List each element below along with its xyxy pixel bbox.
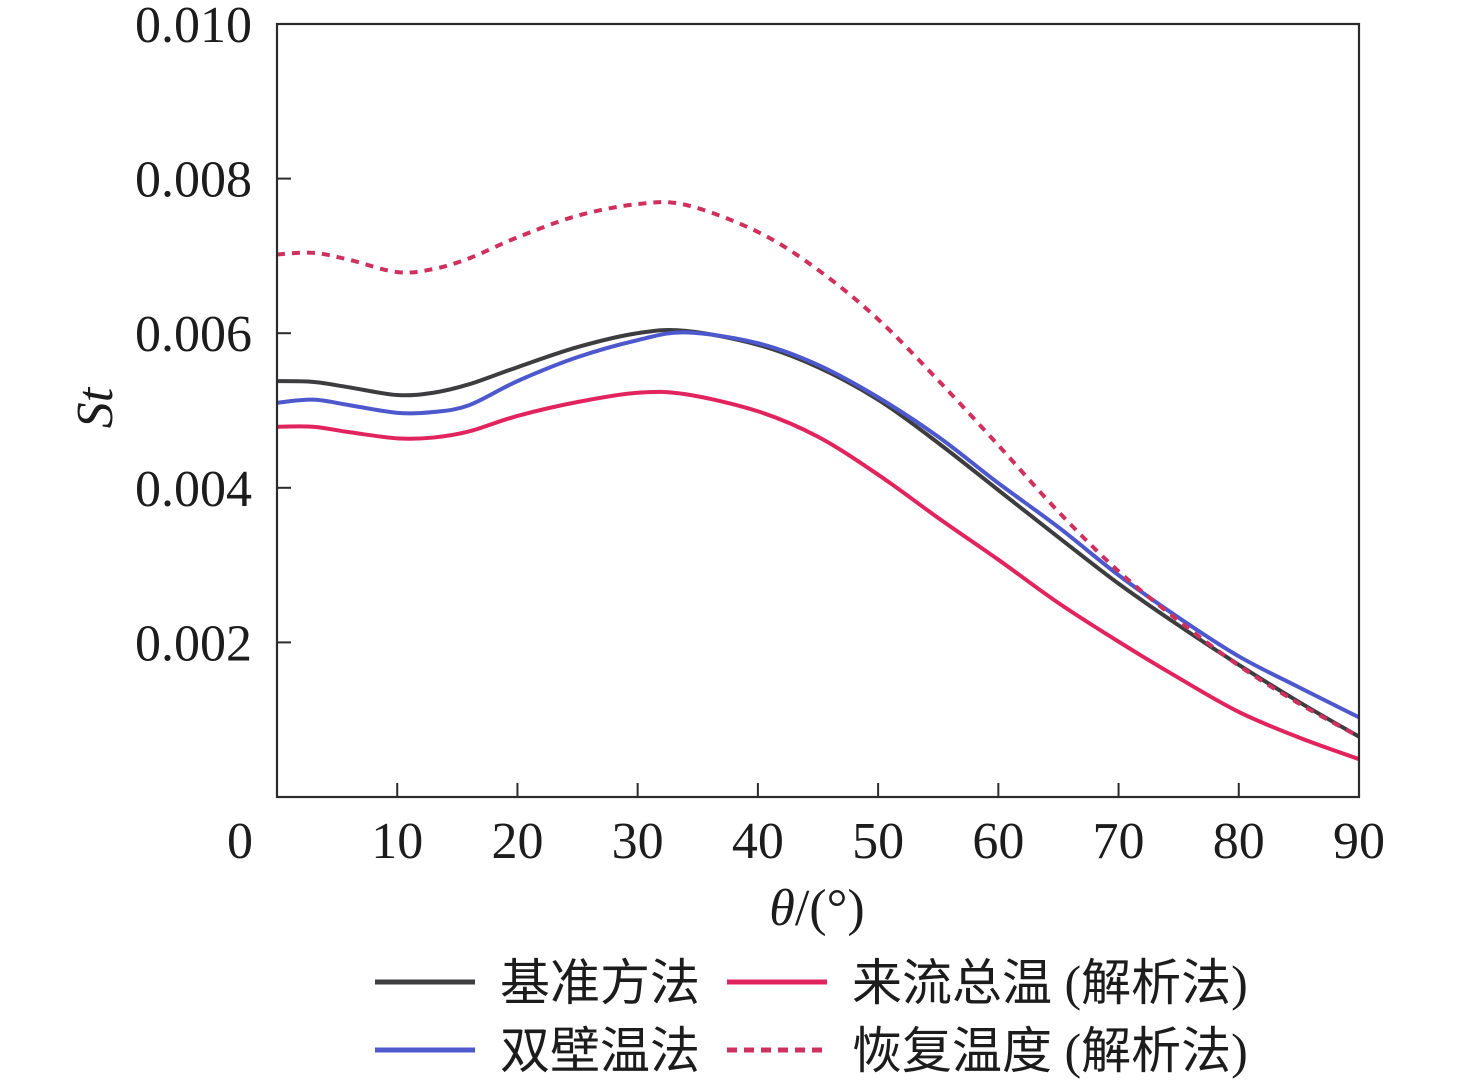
x-axis-label-unit: /(°) bbox=[795, 880, 865, 937]
x-tick-label: 70 bbox=[1093, 813, 1145, 870]
x-tick-label: 0 bbox=[227, 813, 253, 870]
legend-label: 基准方法 bbox=[500, 955, 700, 1011]
x-axis-label-symbol: θ bbox=[769, 880, 795, 937]
plot-area bbox=[277, 200, 1359, 762]
series-line-3 bbox=[277, 389, 1359, 762]
x-tick-label: 50 bbox=[852, 813, 904, 870]
axis-ticks: 0 10 20 30 40 50 60 70 80 90 0.002 0.004 0.006 0.008 0… bbox=[135, 0, 1385, 870]
y-tick-label: 0.002 bbox=[135, 615, 252, 672]
legend-item: 来流总温 (解析法) bbox=[727, 955, 1248, 1011]
legend-item: 基准方法 bbox=[375, 955, 700, 1011]
legend-item: 双壁温法 bbox=[375, 1023, 700, 1079]
x-tick-label: 60 bbox=[972, 813, 1024, 870]
y-tick-label: 0.010 bbox=[135, 0, 252, 54]
legend-label: 恢复温度 (解析法) bbox=[852, 1023, 1248, 1079]
x-tick-label: 30 bbox=[612, 813, 664, 870]
legend-label: 双壁温法 bbox=[500, 1023, 700, 1079]
series-line-2 bbox=[277, 330, 1359, 720]
legend-label: 来流总温 (解析法) bbox=[852, 955, 1248, 1011]
y-tick-label: 0.008 bbox=[135, 152, 252, 209]
y-axis-label: St bbox=[67, 386, 124, 428]
series-line-4 bbox=[277, 200, 1359, 739]
x-tick-label: 90 bbox=[1333, 813, 1385, 870]
y-tick-label: 0.004 bbox=[135, 461, 252, 518]
x-tick-label: 10 bbox=[371, 813, 423, 870]
plot-frame bbox=[275, 22, 1361, 799]
x-axis-label: θ/(°) bbox=[769, 880, 864, 937]
x-tick-label: 80 bbox=[1213, 813, 1265, 870]
legend-item: 恢复温度 (解析法) bbox=[727, 1023, 1248, 1079]
y-tick-label: 0.006 bbox=[135, 306, 252, 363]
x-tick-label: 40 bbox=[732, 813, 784, 870]
x-tick-label: 20 bbox=[491, 813, 543, 870]
